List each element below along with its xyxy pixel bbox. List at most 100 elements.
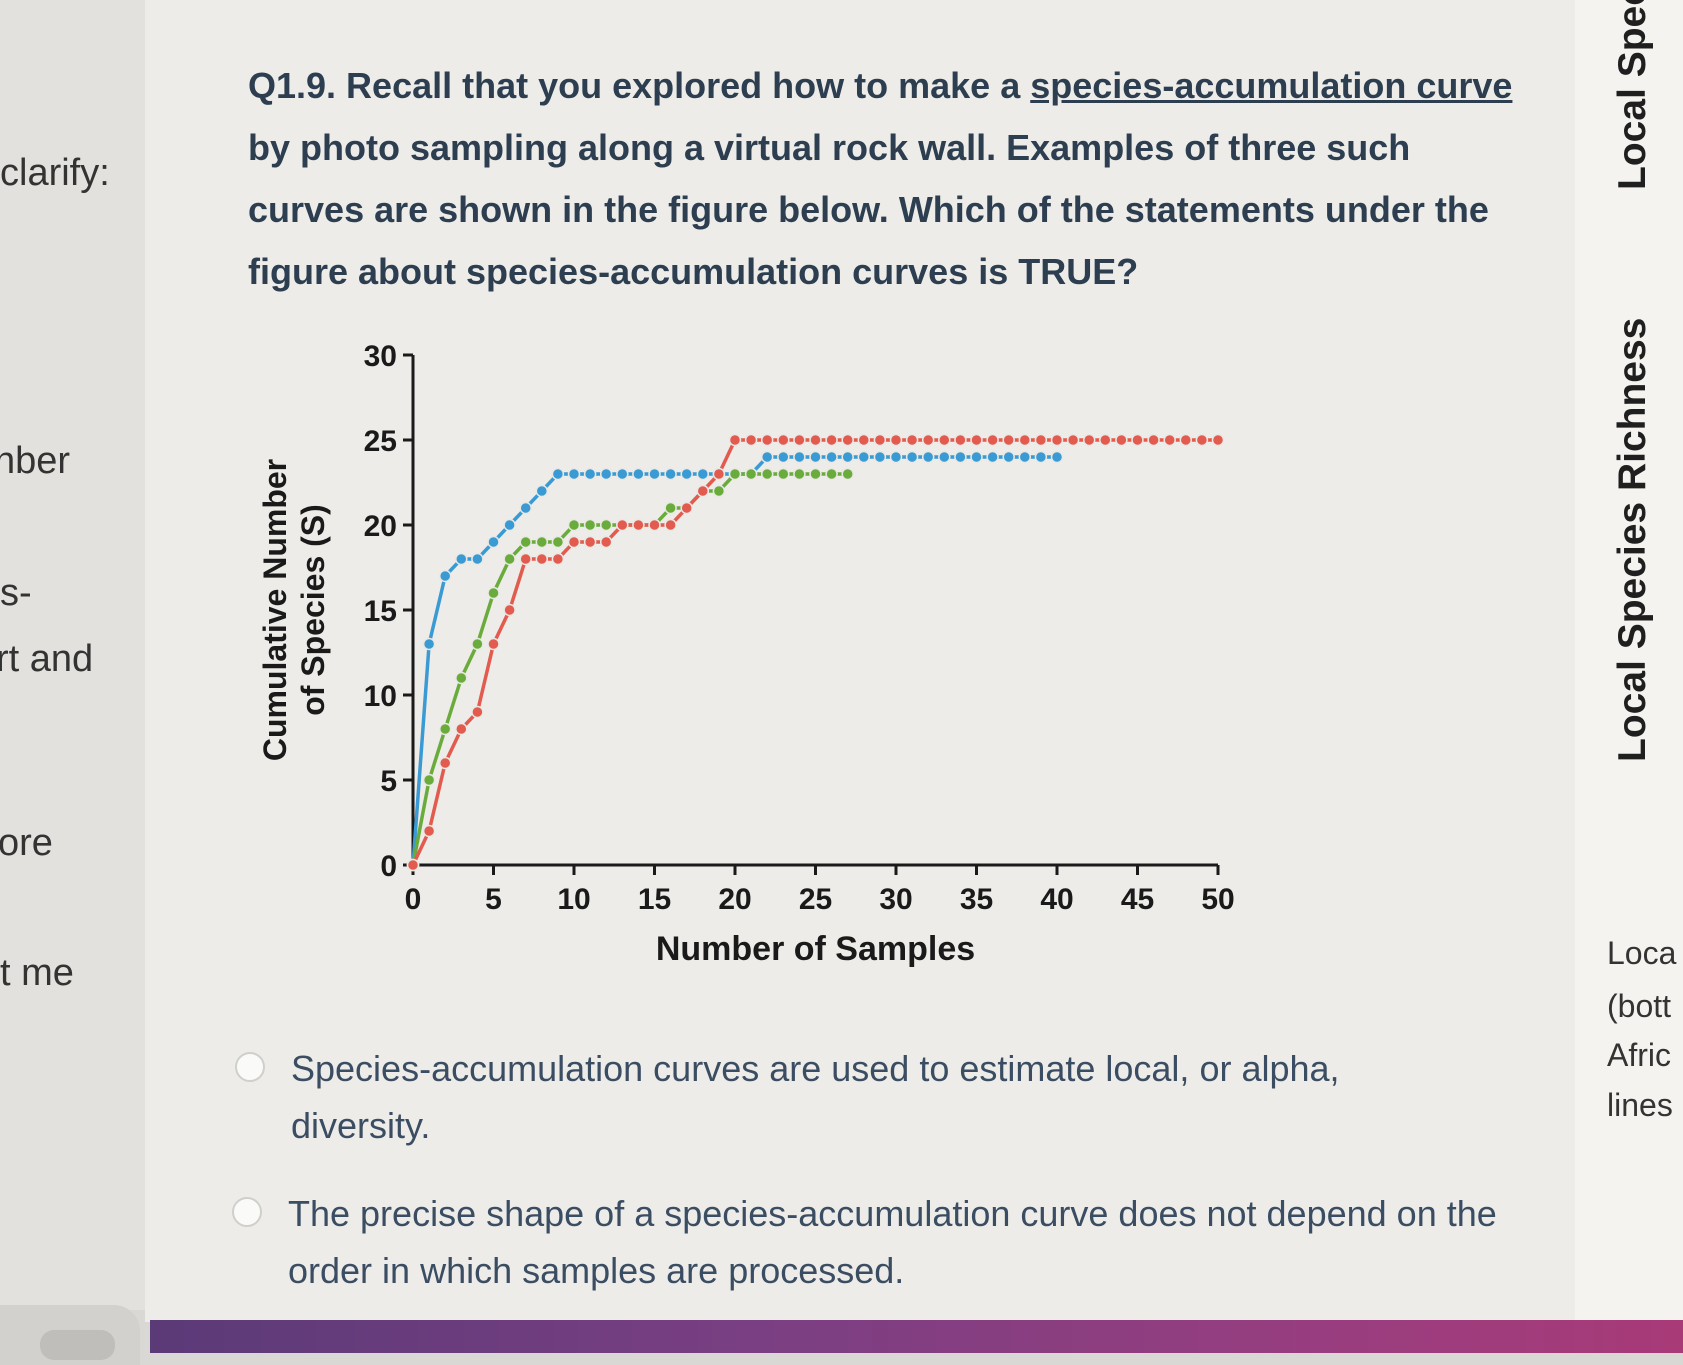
data-point-red bbox=[777, 433, 790, 447]
data-point-green bbox=[583, 518, 597, 532]
data-point-red bbox=[567, 535, 581, 549]
data-point-green bbox=[535, 535, 549, 549]
data-point-blue bbox=[1050, 450, 1064, 464]
data-point-green bbox=[519, 535, 532, 549]
x-tick-label: 20 bbox=[718, 883, 751, 916]
data-point-green bbox=[825, 467, 838, 481]
data-point-green bbox=[744, 467, 758, 481]
data-point-blue bbox=[954, 450, 967, 464]
right-text-fragment: Loca bbox=[1607, 935, 1677, 971]
data-point-blue bbox=[519, 501, 532, 515]
data-point-blue bbox=[487, 535, 500, 549]
data-point-blue bbox=[648, 467, 661, 481]
right-text-fragment: (bott bbox=[1607, 988, 1672, 1024]
data-point-green bbox=[422, 773, 436, 787]
x-tick-label: 5 bbox=[485, 883, 502, 916]
option-2-label: The precise shape of a species-accumulat… bbox=[288, 1193, 1497, 1291]
data-point-red bbox=[1163, 433, 1176, 447]
y-tick-label: 30 bbox=[364, 340, 397, 373]
data-point-red bbox=[728, 433, 742, 447]
data-point-red bbox=[1179, 433, 1193, 447]
data-point-red bbox=[1115, 433, 1128, 447]
data-point-blue bbox=[841, 450, 854, 464]
data-point-red bbox=[1131, 433, 1144, 447]
data-point-green bbox=[567, 518, 581, 532]
data-point-red bbox=[760, 433, 774, 447]
data-point-blue bbox=[503, 518, 516, 532]
data-point-blue bbox=[422, 637, 436, 651]
data-point-green bbox=[599, 518, 613, 532]
y-tick-label: 5 bbox=[380, 765, 397, 798]
data-point-red bbox=[938, 433, 951, 447]
data-point-red bbox=[793, 433, 806, 447]
right-vertical-title: Local Speci bbox=[1611, 0, 1654, 190]
data-point-blue bbox=[873, 450, 887, 464]
y-tick-label: 10 bbox=[364, 680, 397, 713]
data-point-red bbox=[1147, 433, 1160, 447]
data-point-blue bbox=[551, 467, 565, 481]
left-text-fragment: t me bbox=[0, 952, 74, 994]
data-point-blue bbox=[664, 467, 677, 481]
data-point-red bbox=[970, 433, 983, 447]
data-point-red bbox=[1211, 433, 1225, 447]
data-point-green bbox=[793, 467, 806, 481]
data-point-red bbox=[809, 433, 822, 447]
data-point-green bbox=[728, 467, 742, 481]
data-point-red bbox=[825, 433, 838, 447]
species-accumulation-chart: 0 5 10 15 20 25 30 0 5 10 15 20 25 30 35 40 45 50 Number o… bbox=[257, 340, 1235, 968]
data-point-green bbox=[712, 484, 726, 498]
data-point-green bbox=[438, 722, 452, 736]
data-point-blue bbox=[632, 467, 645, 481]
option-2[interactable]: The precise shape of a species-accumulat… bbox=[232, 1185, 1502, 1299]
data-point-green bbox=[503, 552, 516, 566]
data-point-red bbox=[680, 501, 693, 515]
data-point-red bbox=[422, 824, 436, 838]
x-tick-label: 40 bbox=[1040, 883, 1073, 916]
left-bottom-button[interactable] bbox=[40, 1330, 115, 1360]
data-point-red bbox=[1018, 433, 1032, 447]
data-point-red bbox=[1050, 433, 1064, 447]
data-point-red bbox=[889, 433, 903, 447]
series-line-blue bbox=[411, 455, 1057, 866]
data-point-red bbox=[841, 433, 854, 447]
data-point-red bbox=[551, 552, 565, 566]
data-point-red bbox=[986, 433, 999, 447]
y-tick-label: 20 bbox=[364, 510, 397, 543]
data-point-red bbox=[954, 433, 967, 447]
data-point-green bbox=[760, 467, 774, 481]
left-text-fragment: s- bbox=[0, 572, 32, 614]
data-point-red bbox=[1002, 433, 1015, 447]
data-point-blue bbox=[938, 450, 951, 464]
option-1[interactable]: Species-accumulation curves are used to … bbox=[235, 1040, 1485, 1154]
data-point-green bbox=[455, 671, 468, 685]
right-panel: Local Speci Local Species Richness bbox=[1575, 0, 1683, 1322]
data-point-red bbox=[1195, 433, 1209, 447]
data-point-blue bbox=[535, 484, 549, 498]
data-point-red bbox=[438, 756, 452, 770]
data-point-red bbox=[664, 518, 677, 532]
data-point-red bbox=[857, 433, 871, 447]
data-point-red bbox=[455, 722, 468, 736]
data-point-blue bbox=[986, 450, 999, 464]
data-point-green bbox=[841, 467, 854, 481]
data-point-blue bbox=[905, 450, 919, 464]
data-point-blue bbox=[583, 467, 597, 481]
data-point-blue bbox=[1002, 450, 1015, 464]
data-point-red bbox=[1066, 433, 1080, 447]
data-point-blue bbox=[1018, 450, 1032, 464]
left-text-fragment: clarify: bbox=[0, 152, 110, 194]
question-suffix: by photo sampling along a virtual rock w… bbox=[248, 127, 1489, 292]
option-1-radio[interactable] bbox=[235, 1052, 265, 1082]
data-point-red bbox=[1034, 433, 1048, 447]
data-point-red bbox=[599, 535, 613, 549]
option-2-radio[interactable] bbox=[232, 1197, 262, 1227]
data-point-red bbox=[712, 467, 726, 481]
data-point-blue bbox=[680, 467, 693, 481]
data-point-red bbox=[503, 603, 516, 617]
series-line-green bbox=[411, 472, 848, 866]
right-text-fragment: lines bbox=[1607, 1087, 1673, 1123]
data-point-green bbox=[487, 586, 500, 600]
data-point-red bbox=[744, 433, 758, 447]
species-accumulation-link[interactable]: species-accumulation curve bbox=[1030, 65, 1513, 106]
data-point-blue bbox=[793, 450, 806, 464]
